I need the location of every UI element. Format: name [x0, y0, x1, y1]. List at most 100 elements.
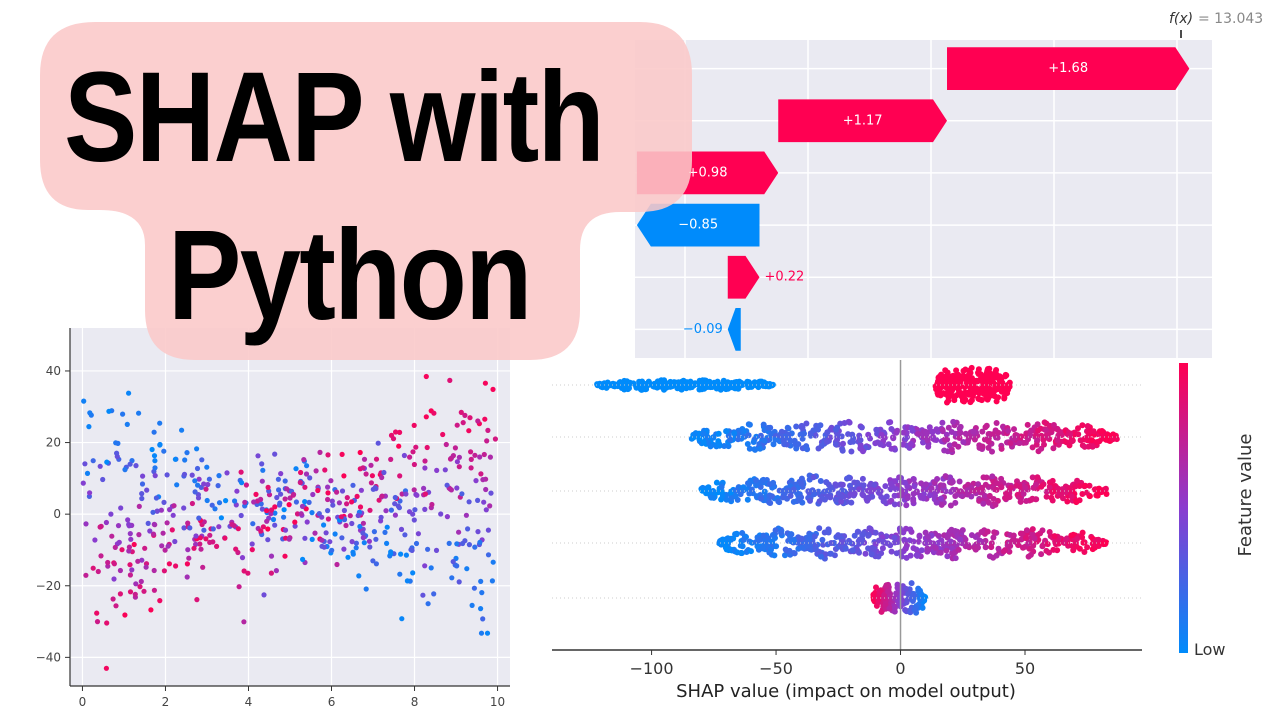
beeswarm-dot: [1031, 535, 1038, 542]
scatter-point: [239, 480, 245, 486]
title-line-1: SHAP with: [64, 46, 605, 189]
scatter-point: [483, 507, 489, 513]
scatter-point: [261, 592, 267, 598]
beeswarm-dot: [990, 380, 997, 387]
scatter-point: [478, 471, 484, 477]
beeswarm-dot: [910, 497, 917, 504]
scatter-point: [349, 520, 355, 527]
scatter-point: [309, 536, 315, 543]
scatter-point: [157, 420, 163, 426]
beeswarm-dot: [879, 545, 886, 552]
scatter-point: [192, 478, 198, 484]
beeswarm-dot: [979, 428, 986, 435]
scatter-point: [187, 525, 193, 531]
scatter-point: [353, 540, 359, 546]
beeswarm-dot: [993, 552, 1000, 559]
beeswarm-dot: [723, 428, 730, 435]
scatter-point: [122, 612, 128, 618]
scatter-point: [475, 529, 481, 535]
scatter-point: [115, 440, 121, 446]
beeswarm-dot: [692, 431, 698, 438]
beeswarm-dot: [943, 373, 950, 380]
waterfall-bar-label: +0.98: [688, 165, 728, 180]
scatter-point: [392, 512, 398, 518]
beeswarm-dot: [1079, 534, 1086, 541]
beeswarm-dot: [940, 542, 947, 548]
beeswarm-dot: [888, 445, 895, 452]
beeswarm-dot: [817, 422, 824, 429]
beeswarm-dot: [1055, 485, 1062, 492]
beeswarm-dot: [799, 499, 806, 506]
beeswarm-dot: [1023, 527, 1030, 534]
scatter-point: [245, 570, 251, 576]
scatter-point: [205, 481, 211, 488]
scatter-point: [404, 578, 410, 584]
beeswarm-dot: [993, 480, 1000, 487]
beeswarm-dot: [798, 480, 805, 487]
scatter-point: [260, 467, 266, 473]
x-tick-label: 0: [79, 695, 87, 709]
beeswarm-dot: [862, 550, 869, 557]
beeswarm-dot: [1010, 532, 1017, 539]
scatter-point: [223, 498, 229, 504]
scatter-point: [350, 551, 356, 557]
beeswarm-dot: [1028, 427, 1035, 434]
scatter-point: [139, 481, 146, 487]
beeswarm-dot: [1075, 425, 1081, 432]
beeswarm-dot: [744, 496, 751, 503]
beeswarm-dot: [888, 548, 895, 555]
beeswarm-dot: [828, 550, 834, 557]
beeswarm-dot: [993, 486, 1000, 493]
scatter-point: [139, 491, 145, 497]
beeswarm-dot: [910, 538, 917, 545]
scatter-point: [438, 511, 444, 517]
scatter-point: [454, 459, 460, 465]
scatter-point: [114, 450, 120, 456]
scatter-point: [260, 524, 266, 530]
scatter-point: [447, 456, 454, 462]
beeswarm-dot: [1074, 535, 1081, 542]
beeswarm-dot: [891, 534, 898, 541]
scatter-point: [397, 429, 403, 435]
beeswarm-dot: [857, 445, 864, 452]
beeswarm-dot: [765, 535, 772, 542]
waterfall-bar-label: +1.17: [843, 113, 883, 128]
beeswarm-dot: [917, 596, 924, 603]
scatter-point: [310, 491, 316, 498]
scatter-point: [282, 496, 288, 502]
beeswarm-dot: [1017, 498, 1024, 505]
scatter-point: [157, 442, 163, 448]
scatter-point: [210, 539, 216, 545]
scatter-point: [286, 502, 292, 508]
scatter-point: [376, 497, 382, 503]
x-axis-label: SHAP value (impact on model output): [676, 681, 1016, 702]
beeswarm-dot: [1110, 436, 1117, 443]
scatter-point: [454, 422, 460, 428]
scatter-point: [268, 507, 275, 513]
beeswarm-dot: [943, 547, 950, 554]
scatter-point: [360, 530, 366, 536]
scatter-point: [216, 473, 222, 479]
beeswarm-dot: [867, 526, 874, 532]
beeswarm-dot: [1089, 540, 1096, 547]
beeswarm-dot: [968, 532, 975, 539]
scatter-point: [477, 454, 483, 460]
beeswarm-dot: [816, 498, 823, 505]
beeswarm-dot: [868, 551, 875, 558]
scatter-point: [282, 527, 289, 533]
scatter-point: [270, 516, 277, 523]
scatter-point: [468, 449, 474, 455]
beeswarm-dot: [941, 379, 948, 386]
beeswarm-dot: [985, 438, 992, 445]
scatter-point: [450, 559, 456, 565]
beeswarm-dot: [902, 585, 909, 592]
scatter-point: [131, 541, 137, 548]
scatter-point: [473, 478, 479, 484]
scatter-point: [171, 503, 177, 509]
beeswarm-dot: [1048, 494, 1055, 501]
scatter-point: [466, 428, 472, 434]
beeswarm-dot: [1011, 435, 1018, 442]
scatter-point: [113, 603, 119, 609]
scatter-point: [125, 517, 131, 523]
scatter-point: [95, 568, 101, 575]
